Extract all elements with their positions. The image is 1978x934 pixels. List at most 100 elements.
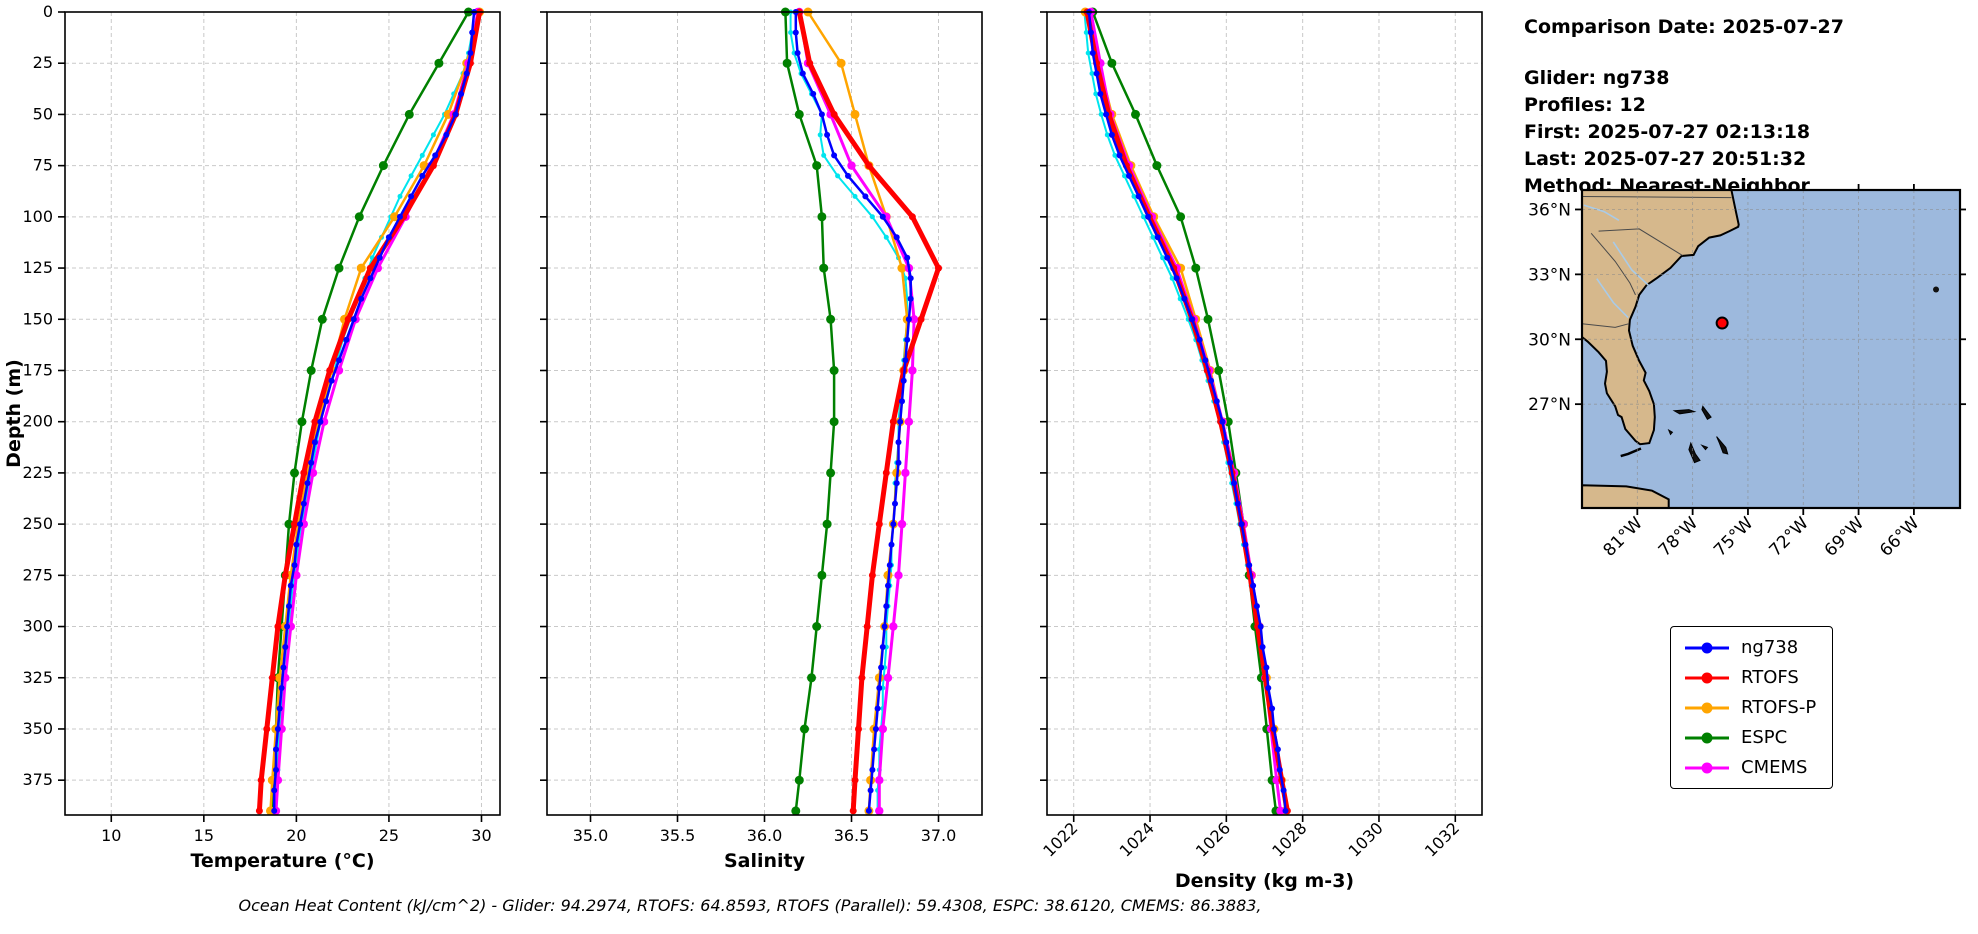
svg-text:1022: 1022	[1039, 818, 1081, 860]
profile-charts-column: 10 15 20 25 30 0 25 50 75 100 125 150 175 200 225 250 27…	[3, 2, 1483, 915]
svg-text:20: 20	[286, 826, 306, 845]
svg-text:100: 100	[22, 207, 53, 226]
svg-text:175: 175	[22, 360, 53, 379]
map-florida-keys	[1620, 447, 1642, 458]
glider-position-marker	[1715, 316, 1729, 330]
map-river	[1583, 204, 1620, 221]
svg-text:1032: 1032	[1421, 818, 1463, 860]
map-features	[1582, 190, 1960, 508]
panel-density-kg-m-3-: 1022 1024 1026 1028 1030 1032 Density (kg m-3)	[1039, 7, 1483, 892]
depth-axis-label: Depth (m)	[3, 359, 25, 468]
map-island-bahamas	[1688, 441, 1701, 464]
series-ng738	[271, 9, 478, 814]
legend-item-rtofs-p: RTOFS-P	[1683, 697, 1816, 718]
map-island-bahamas	[1700, 444, 1709, 451]
svg-text:36.5: 36.5	[834, 826, 870, 845]
legend-item-ng738: ng738	[1683, 637, 1816, 658]
svg-text:30: 30	[471, 826, 491, 845]
svg-text:50: 50	[33, 104, 53, 123]
ocean-heat-content-caption: Ocean Heat Content (kJ/cm^2) - Glider: 9…	[238, 896, 1262, 915]
legend-item-espc: ESPC	[1683, 727, 1816, 748]
info-spacer	[1524, 41, 1844, 65]
svg-text:35.5: 35.5	[660, 826, 696, 845]
series-ng738	[1086, 9, 1289, 814]
legend-label: RTOFS-P	[1741, 697, 1817, 718]
svg-text:10: 10	[101, 826, 121, 845]
legend-line-sample	[1685, 642, 1729, 653]
legend-label: ng738	[1741, 637, 1799, 658]
map-island-bahamas	[1672, 409, 1697, 415]
svg-text:325: 325	[22, 668, 53, 687]
map-lat-tick-label: 30°N	[1528, 330, 1571, 350]
series-rtofs	[795, 8, 942, 815]
svg-text:1024: 1024	[1116, 818, 1158, 860]
xlabel-panel-3: Density (kg m-3)	[1175, 870, 1354, 892]
svg-text:25: 25	[33, 53, 53, 72]
profiles-count: Profiles: 12	[1524, 94, 1646, 116]
map-lon-tick-label: 69°W	[1821, 513, 1868, 560]
svg-text:275: 275	[22, 565, 53, 584]
svg-text:1030: 1030	[1345, 818, 1387, 860]
legend-line-sample	[1685, 702, 1729, 713]
right-column: Comparison Date: 2025-07-27 Glider: ng73…	[1500, 0, 1978, 934]
series-ng738-raw	[788, 9, 910, 814]
map-lon-tick-label: 75°W	[1710, 513, 1757, 560]
series-ng738	[792, 9, 914, 814]
info-panel: Comparison Date: 2025-07-27 Glider: ng73…	[1524, 14, 1844, 200]
svg-text:300: 300	[22, 617, 53, 636]
svg-text:0: 0	[43, 2, 53, 21]
svg-text:36.0: 36.0	[747, 826, 783, 845]
svg-text:37.0: 37.0	[921, 826, 957, 845]
xlabel-panel-2: Salinity	[724, 850, 806, 872]
map-lat-tick-label: 27°N	[1528, 395, 1571, 415]
legend-item-cmems: CMEMS	[1683, 757, 1816, 778]
svg-text:200: 200	[22, 412, 53, 431]
legend-item-rtofs: RTOFS	[1683, 667, 1816, 688]
legend-label: RTOFS	[1741, 667, 1799, 688]
map-river	[1612, 241, 1649, 286]
legend-label: CMEMS	[1741, 757, 1808, 778]
first-profile-time: First: 2025-07-27 02:13:18	[1524, 121, 1811, 143]
map-island-bahamas	[1716, 436, 1729, 455]
svg-text:1026: 1026	[1192, 818, 1234, 860]
series-rtofs	[1083, 8, 1291, 815]
svg-text:250: 250	[22, 514, 53, 533]
map-island-bahamas	[1701, 405, 1712, 420]
svg-text:15: 15	[194, 826, 214, 845]
map-island-bermuda	[1933, 286, 1940, 293]
map-lon-tick-label: 78°W	[1655, 513, 1702, 560]
map-island-bahamas	[1667, 428, 1674, 436]
map-state-border	[1598, 228, 1683, 256]
map-state-border	[1582, 196, 1732, 199]
last-profile-time: Last: 2025-07-27 20:51:32	[1524, 148, 1807, 170]
comparison-date: Comparison Date: 2025-07-27	[1524, 16, 1844, 38]
legend-label: ESPC	[1741, 727, 1788, 748]
map-lat-tick-label: 36°N	[1528, 200, 1571, 220]
panel-salinity: 35.0 35.5 36.0 36.5 37.0 Salinity	[540, 7, 983, 872]
xlabel-panel-1: Temperature (°C)	[190, 850, 374, 872]
svg-text:25: 25	[379, 826, 399, 845]
panel-temperature-c-: 10 15 20 25 30025507510012515017520022525027…	[22, 2, 501, 872]
map-state-border	[1590, 232, 1636, 296]
map-lon-tick-label: 81°W	[1600, 513, 1647, 560]
legend-line-sample	[1685, 732, 1729, 743]
series-espc	[1088, 7, 1281, 816]
map-lon-tick-label: 66°W	[1876, 513, 1923, 560]
svg-text:350: 350	[22, 719, 53, 738]
svg-text:75: 75	[33, 156, 53, 175]
series-espc	[780, 7, 839, 816]
svg-text:35.0: 35.0	[573, 826, 609, 845]
glider-name: Glider: ng738	[1524, 67, 1670, 89]
svg-text:150: 150	[22, 309, 53, 328]
map-river	[1596, 278, 1629, 319]
map-lat-tick-label: 33°N	[1528, 265, 1571, 285]
profile-charts: 10 15 20 25 30025507510012515017520022525027…	[3, 2, 1483, 892]
svg-text:125: 125	[22, 258, 53, 277]
legend-line-sample	[1685, 672, 1729, 683]
map-state-border	[1582, 323, 1630, 328]
svg-text:1028: 1028	[1268, 818, 1310, 860]
svg-text:225: 225	[22, 463, 53, 482]
legend-line-sample	[1685, 762, 1729, 773]
map-lon-tick-label: 72°W	[1765, 513, 1812, 560]
